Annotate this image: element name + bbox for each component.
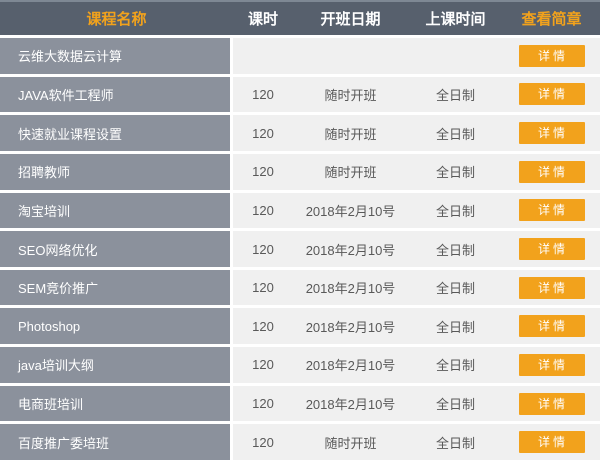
detail-button[interactable]: 详情 bbox=[518, 353, 585, 376]
detail-button[interactable]: 详情 bbox=[518, 315, 585, 338]
course-name-cell: 百度推广委培班 bbox=[0, 424, 230, 460]
table-row: 电商班培训 120 2018年2月10号 全日制 详情 bbox=[0, 385, 600, 422]
table-row: Photoshop 120 2018年2月10号 全日制 详情 bbox=[0, 308, 600, 345]
detail-button[interactable]: 详情 bbox=[518, 160, 585, 183]
detail-button[interactable]: 详情 bbox=[518, 238, 585, 261]
class-time-cell: 全日制 bbox=[435, 87, 475, 103]
start-date-cell: 2018年2月10号 bbox=[305, 242, 396, 258]
header-class-hours: 课时 bbox=[247, 11, 278, 28]
class-time-cell: 全日制 bbox=[435, 397, 475, 413]
start-date-cell: 2018年2月10号 bbox=[305, 319, 396, 335]
detail-button[interactable]: 详情 bbox=[518, 199, 585, 222]
row-details: 120 2018年2月10号 全日制 详情 bbox=[233, 385, 600, 422]
class-time-cell: 全日制 bbox=[435, 435, 475, 451]
class-time-cell: 全日制 bbox=[435, 281, 475, 297]
class-hours-cell: 120 bbox=[252, 241, 274, 257]
action-cell: 详情 bbox=[503, 392, 600, 415]
table-row: SEM竞价推广 120 2018年2月10号 全日制 详情 bbox=[0, 269, 600, 306]
class-hours-cell: 120 bbox=[252, 357, 274, 373]
course-name-cell: 云维大数据云计算 bbox=[0, 38, 230, 74]
class-time-cell: 全日制 bbox=[435, 319, 475, 335]
action-cell: 详情 bbox=[503, 238, 600, 261]
class-hours-cell: 120 bbox=[252, 434, 274, 450]
course-name-cell: Photoshop bbox=[0, 308, 230, 345]
course-name-cell: 电商班培训 bbox=[0, 385, 230, 422]
table-row: 百度推广委培班 120 随时开班 全日制 详情 bbox=[0, 424, 600, 460]
class-hours-cell: 120 bbox=[252, 280, 274, 296]
detail-button[interactable]: 详情 bbox=[518, 431, 585, 454]
class-hours-cell: 120 bbox=[252, 202, 274, 218]
header-start-date: 开班日期 bbox=[320, 11, 381, 28]
row-details: 120 2018年2月10号 全日制 详情 bbox=[233, 308, 600, 345]
course-name-cell: SEO网络优化 bbox=[0, 231, 230, 267]
start-date-cell: 2018年2月10号 bbox=[305, 397, 396, 413]
table-row: java培训大纲 120 2018年2月10号 全日制 详情 bbox=[0, 347, 600, 383]
class-time-cell: 全日制 bbox=[435, 242, 475, 258]
course-name-cell: 淘宝培训 bbox=[0, 192, 230, 229]
row-details: 120 2018年2月10号 全日制 详情 bbox=[233, 192, 600, 229]
row-details: 120 2018年2月10号 全日制 详情 bbox=[233, 269, 600, 306]
class-hours-cell: 120 bbox=[252, 125, 274, 141]
table-row: 快速就业课程设置 120 随时开班 全日制 详情 bbox=[0, 115, 600, 151]
row-details: 120 随时开班 全日制 详情 bbox=[233, 76, 600, 113]
action-cell: 详情 bbox=[503, 353, 600, 376]
action-cell: 详情 bbox=[503, 160, 600, 183]
action-cell: 详情 bbox=[503, 44, 600, 67]
course-name-cell: 快速就业课程设置 bbox=[0, 115, 230, 151]
detail-button[interactable]: 详情 bbox=[518, 44, 585, 67]
course-name-cell: 招聘教师 bbox=[0, 153, 230, 190]
action-cell: 详情 bbox=[503, 276, 600, 299]
start-date-cell: 2018年2月10号 bbox=[305, 358, 396, 374]
class-hours-cell: 120 bbox=[252, 396, 274, 412]
class-time-cell: 全日制 bbox=[435, 203, 475, 219]
header-course-name: 课程名称 bbox=[86, 11, 147, 28]
action-cell: 详情 bbox=[503, 199, 600, 222]
start-date-cell: 2018年2月10号 bbox=[305, 203, 396, 219]
table-row: 云维大数据云计算 详情 bbox=[0, 38, 600, 74]
table-body: 云维大数据云计算 详情 JAVA软件工程师 120 随时开班 全日制 详情 快速… bbox=[0, 35, 600, 460]
class-time-cell: 全日制 bbox=[435, 165, 475, 181]
table-top-border bbox=[0, 0, 600, 2]
detail-button[interactable]: 详情 bbox=[518, 122, 585, 145]
detail-button[interactable]: 详情 bbox=[518, 392, 585, 415]
start-date-cell: 随时开班 bbox=[324, 435, 377, 451]
class-time-cell: 全日制 bbox=[435, 358, 475, 374]
table-row: 招聘教师 120 随时开班 全日制 详情 bbox=[0, 153, 600, 190]
header-class-time: 上课时间 bbox=[425, 11, 486, 28]
class-hours-cell: 120 bbox=[252, 164, 274, 180]
class-hours-cell: 120 bbox=[252, 318, 274, 334]
table-header-row: 课程名称 课时 开班日期 上课时间 查看简章 bbox=[0, 2, 600, 35]
row-details: 120 随时开班 全日制 详情 bbox=[233, 424, 600, 460]
row-details: 120 随时开班 全日制 详情 bbox=[233, 115, 600, 151]
course-name-cell: java培训大纲 bbox=[0, 347, 230, 383]
action-cell: 详情 bbox=[503, 431, 600, 454]
row-details: 120 2018年2月10号 全日制 详情 bbox=[233, 347, 600, 383]
row-details: 详情 bbox=[233, 38, 600, 74]
detail-button[interactable]: 详情 bbox=[518, 83, 585, 106]
detail-button[interactable]: 详情 bbox=[518, 276, 585, 299]
start-date-cell: 随时开班 bbox=[324, 126, 377, 142]
start-date-cell: 2018年2月10号 bbox=[305, 281, 396, 297]
start-date-cell: 随时开班 bbox=[324, 165, 377, 181]
table-row: JAVA软件工程师 120 随时开班 全日制 详情 bbox=[0, 76, 600, 113]
action-cell: 详情 bbox=[503, 83, 600, 106]
header-view-brochure: 查看简章 bbox=[521, 11, 582, 28]
action-cell: 详情 bbox=[503, 122, 600, 145]
course-name-cell: JAVA软件工程师 bbox=[0, 76, 230, 113]
row-details: 120 随时开班 全日制 详情 bbox=[233, 153, 600, 190]
action-cell: 详情 bbox=[503, 315, 600, 338]
start-date-cell: 随时开班 bbox=[324, 87, 377, 103]
row-details: 120 2018年2月10号 全日制 详情 bbox=[233, 231, 600, 267]
class-time-cell: 全日制 bbox=[435, 126, 475, 142]
class-hours-cell: 120 bbox=[252, 86, 274, 102]
course-name-cell: SEM竞价推广 bbox=[0, 269, 230, 306]
table-row: 淘宝培训 120 2018年2月10号 全日制 详情 bbox=[0, 192, 600, 229]
table-row: SEO网络优化 120 2018年2月10号 全日制 详情 bbox=[0, 231, 600, 267]
